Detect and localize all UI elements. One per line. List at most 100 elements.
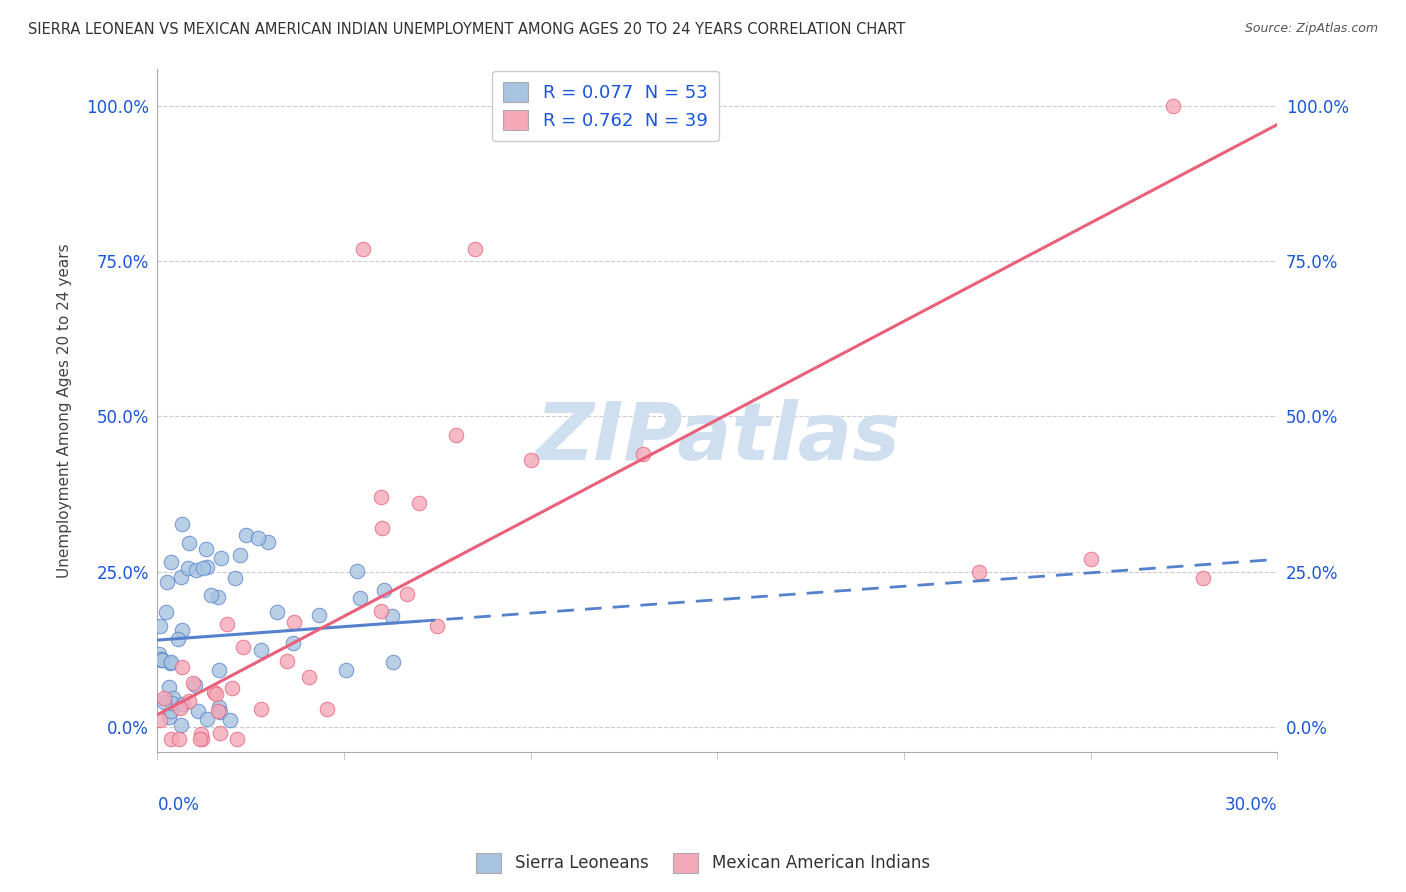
Point [195,712,218,726]
Point [249,643,271,657]
Legend: Sierra Leoneans, Mexican American Indians: Sierra Leoneans, Mexican American Indian… [470,847,936,880]
Point [298,671,321,685]
Point [519,453,541,467]
Point [177,535,200,549]
Point [426,619,449,633]
Text: 0.0%: 0.0% [157,797,200,814]
Point [181,676,204,690]
Point [346,565,368,579]
Point [160,655,183,669]
Point [208,663,231,677]
Text: Source: ZipAtlas.com: Source: ZipAtlas.com [1244,22,1378,36]
Point [148,647,170,661]
Point [170,516,193,531]
Point [159,656,181,670]
Text: ZIPatlas: ZIPatlas [534,399,900,476]
Point [205,688,228,702]
Point [464,242,486,256]
Point [370,604,392,618]
Point [246,531,269,545]
Point [283,615,305,630]
Point [169,718,191,732]
Legend: R = 0.077  N = 53, R = 0.762  N = 39: R = 0.077 N = 53, R = 0.762 N = 39 [492,70,718,141]
Point [631,447,654,461]
Point [335,663,357,677]
Point [276,654,298,668]
Point [155,605,177,619]
Point [249,702,271,716]
Point [188,732,211,747]
Point [150,653,173,667]
Point [396,587,419,601]
Point [408,496,430,510]
Point [444,428,467,442]
Point [207,704,229,718]
Point [170,660,193,674]
Point [152,690,174,705]
Point [381,656,404,670]
Y-axis label: Unemployment Among Ages 20 to 24 years: Unemployment Among Ages 20 to 24 years [58,243,72,577]
Point [266,605,288,619]
Point [1191,571,1213,585]
Point [157,680,180,694]
Point [209,705,232,719]
Point [149,714,172,728]
Point [232,640,254,654]
Point [194,541,217,556]
Point [225,732,247,747]
Point [153,695,176,709]
Point [156,574,179,589]
Point [207,591,229,605]
Point [1161,99,1184,113]
Point [193,560,215,574]
Point [179,693,201,707]
Text: SIERRA LEONEAN VS MEXICAN AMERICAN INDIAN UNEMPLOYMENT AMONG AGES 20 TO 24 YEARS: SIERRA LEONEAN VS MEXICAN AMERICAN INDIA… [28,22,905,37]
Point [149,652,172,666]
Point [172,697,194,711]
Point [235,528,257,542]
Point [166,632,188,646]
Point [221,681,243,695]
Point [197,560,219,574]
Text: 30.0%: 30.0% [1225,797,1278,814]
Point [202,684,225,698]
Point [352,242,374,256]
Point [160,555,183,569]
Point [219,713,242,727]
Point [349,591,371,606]
Point [967,565,990,579]
Point [209,726,232,740]
Point [308,607,330,622]
Point [157,710,180,724]
Point [177,561,200,575]
Point [316,702,339,716]
Point [381,608,404,623]
Point [215,617,238,632]
Point [159,732,181,747]
Point [371,520,394,534]
Point [257,534,280,549]
Point [209,551,232,566]
Point [167,732,190,747]
Point [224,572,246,586]
Point [170,623,193,637]
Point [162,696,184,710]
Point [208,700,231,714]
Point [162,690,184,705]
Point [1080,552,1102,566]
Point [160,704,183,718]
Point [373,582,395,597]
Point [190,727,212,741]
Point [150,653,173,667]
Point [229,548,252,562]
Point [169,701,191,715]
Point [184,678,207,692]
Point [169,570,191,584]
Point [186,563,208,577]
Point [187,704,209,718]
Point [370,490,392,504]
Point [281,636,304,650]
Point [149,619,172,633]
Point [191,732,214,747]
Point [200,588,222,602]
